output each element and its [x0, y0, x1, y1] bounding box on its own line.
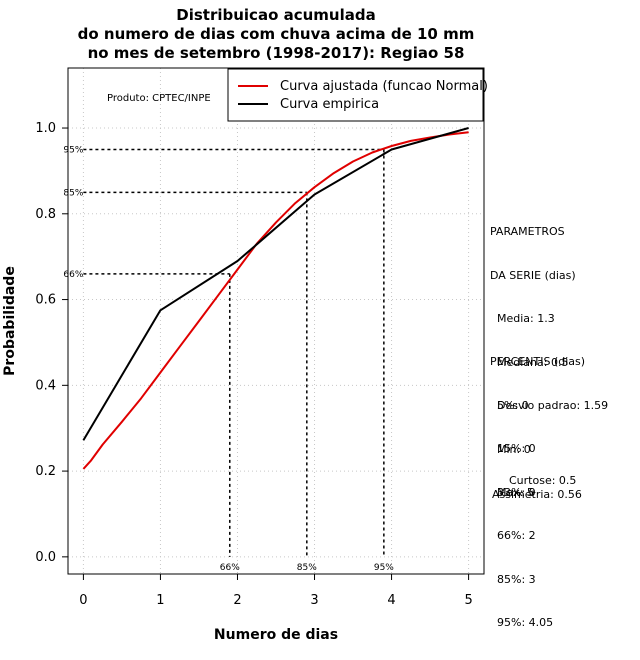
- curve-empirica-line: [82, 127, 469, 441]
- percentile-x-label: 85%: [297, 563, 317, 573]
- parametros-line: DA SERIE (dias): [490, 268, 576, 282]
- curve-ajustada-line: [82, 131, 469, 470]
- product-label: Produto: CPTEC/INPE: [107, 93, 211, 104]
- grid: [68, 68, 484, 574]
- legend-label-empirica: Curva empirica: [280, 97, 379, 112]
- percentis-line: 5%: 0: [490, 398, 529, 412]
- title-line-3: no mes de setembro (1998-2017): Regiao 5…: [88, 44, 465, 62]
- plot-frame: [67, 67, 485, 575]
- percentile-y-label: 85%: [63, 188, 83, 198]
- percentis-line: 85%: 3: [490, 572, 536, 586]
- legend: Curva ajustada (funcao Normal) Curva emp…: [227, 68, 488, 122]
- parametros-line: PARAMETROS: [490, 225, 565, 238]
- legend-box: [227, 68, 484, 122]
- curtose-text: Curtose: 0.5: [509, 474, 577, 487]
- y-tick-label: 0.0: [35, 550, 56, 565]
- parametros-line: Media: 1.3: [490, 312, 555, 325]
- x-tick-label: 2: [233, 593, 241, 608]
- x-tick-label: 0: [79, 593, 87, 608]
- series-lines: [82, 127, 469, 470]
- legend-label-ajustada: Curva ajustada (funcao Normal): [280, 79, 488, 94]
- assimetria-text: Assimetria: 0.56: [492, 488, 582, 501]
- title-line-1: Distribuicao acumulada: [176, 6, 375, 24]
- y-axis: 0.0 0.2 0.4 0.6 0.8 1.0: [35, 121, 68, 565]
- x-tick-label: 1: [156, 593, 164, 608]
- parametros-line: Mediana: 0.5: [490, 355, 569, 369]
- title-line-2: do numero de dias com chuva acima de 10 …: [78, 25, 475, 43]
- x-tick-label: 4: [387, 593, 395, 608]
- percentis-panel: PERCENTIS (dias) 5%: 0 15%: 0 33%: 0 66%…: [490, 326, 585, 645]
- percentis-line: 33%: 0: [490, 485, 536, 499]
- parametros-line: Desvio padrao: 1.59: [490, 399, 609, 412]
- x-axis: 0 1 2 3 4 5: [79, 574, 473, 608]
- percentile-y-label: 95%: [63, 145, 83, 155]
- x-axis-label: Numero de dias: [214, 627, 338, 643]
- percentile-y-label: 66%: [63, 270, 83, 280]
- percentile-x-label: 95%: [374, 563, 394, 573]
- parametros-line: Max: 5: [490, 486, 534, 499]
- y-tick-label: 0.4: [35, 378, 56, 393]
- parametros-panel: PARAMETROS DA SERIE (dias) Media: 1.3 Me…: [490, 196, 608, 515]
- x-tick-label: 5: [464, 593, 472, 608]
- chart-title: Distribuicao acumulada do numero de dias…: [78, 6, 475, 62]
- y-tick-label: 0.2: [35, 464, 56, 479]
- percentile-markers: 66% 66% 85% 85% 95% 95%: [63, 145, 394, 573]
- percentile-x-label: 66%: [220, 563, 240, 573]
- parametros-line: Min: 0: [490, 442, 531, 456]
- percentis-line: 95%: 4.05: [490, 616, 554, 629]
- percentis-line: 66%: 2: [490, 529, 536, 542]
- percentis-line: 15%: 0: [490, 442, 536, 455]
- y-axis-label: Probabilidade: [2, 266, 18, 376]
- y-tick-label: 0.6: [35, 293, 56, 308]
- percentis-line: PERCENTIS (dias): [490, 355, 586, 368]
- y-tick-label: 1.0: [35, 121, 56, 136]
- y-tick-label: 0.8: [35, 207, 56, 222]
- x-tick-label: 3: [310, 593, 318, 608]
